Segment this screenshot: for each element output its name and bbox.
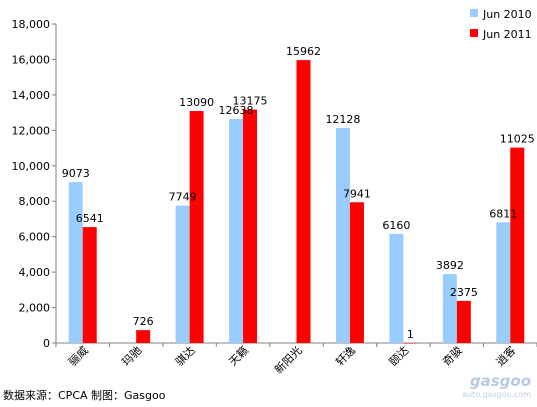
x-category-label: 天籁 [226, 343, 251, 368]
y-tick-label: 8,000 [19, 195, 51, 208]
bar-jun2011 [349, 202, 364, 343]
legend-swatch [470, 29, 478, 37]
data-label: 726 [133, 315, 154, 328]
bar-jun2011 [82, 227, 97, 343]
x-category-label: 奇骏 [439, 343, 464, 368]
y-tick-label: 0 [43, 337, 50, 350]
legend-swatch [470, 9, 478, 17]
y-tick-label: 16,000 [12, 53, 51, 66]
data-label: 12638 [219, 104, 254, 117]
data-label: 13175 [233, 95, 268, 108]
y-tick-label: 12,000 [12, 124, 51, 137]
bar-jun2011 [243, 109, 258, 343]
y-tick-label: 18,000 [12, 18, 51, 31]
data-label: 13090 [179, 96, 214, 109]
x-category-label: 骊威 [66, 344, 91, 369]
y-tick-label: 14,000 [12, 89, 51, 102]
legend: Jun 2010 Jun 2011 [470, 8, 532, 41]
bars [68, 60, 525, 344]
bar-jun2010 [389, 233, 404, 343]
bar-jun2011 [456, 300, 471, 343]
x-category-label: 逍客 [493, 343, 518, 368]
bar-jun2010 [229, 119, 244, 344]
data-label: 15962 [286, 45, 321, 58]
x-category-label: 玛驰 [119, 343, 144, 368]
bar-jun2011 [510, 147, 525, 343]
legend-label: Jun 2011 [482, 28, 532, 41]
data-label: 11025 [500, 133, 535, 146]
x-category-label: 颐达 [387, 344, 412, 369]
data-labels: 9073 7749 12638 12128 6160 3892 6811 6541 726 130… [62, 45, 535, 341]
y-tick-label: 2,000 [19, 302, 51, 315]
data-label: 3892 [436, 259, 464, 272]
bar-jun2010 [175, 205, 190, 343]
x-category-label: 骐达 [173, 344, 198, 369]
data-label: 1 [407, 328, 414, 341]
bar-jun2010 [442, 274, 457, 343]
data-label: 2375 [450, 286, 478, 299]
bar-jun2010 [68, 182, 83, 343]
bar-jun2011 [296, 60, 311, 343]
data-label: 6811 [489, 207, 517, 220]
bar-jun2011 [136, 330, 151, 343]
y-tick-label: 6,000 [19, 231, 51, 244]
y-tick-label: 4,000 [19, 266, 51, 279]
legend-label: Jun 2010 [482, 8, 532, 21]
data-label: 6160 [382, 219, 410, 232]
data-label: 12128 [325, 113, 360, 126]
bar-jun2010 [335, 128, 350, 343]
bar-jun2010 [496, 222, 511, 343]
data-label: 9073 [62, 167, 90, 180]
watermark: gasgoo auto.gasgoo.com [435, 372, 531, 404]
watermark-logo: gasgoo [469, 372, 531, 390]
x-category-label: 新阳光 [271, 343, 304, 376]
y-tick-label: 10,000 [12, 160, 51, 173]
source-note: 数据来源：CPCA 制图：Gasgoo [3, 389, 166, 402]
data-label: 7749 [169, 191, 197, 204]
x-category-label: 轩逸 [333, 343, 358, 368]
data-label: 7941 [343, 187, 371, 200]
data-label: 6541 [76, 212, 104, 225]
watermark-url: auto.gasgoo.com [462, 390, 531, 399]
bar-jun2011 [189, 111, 204, 343]
bar-jun2011 [403, 342, 418, 344]
